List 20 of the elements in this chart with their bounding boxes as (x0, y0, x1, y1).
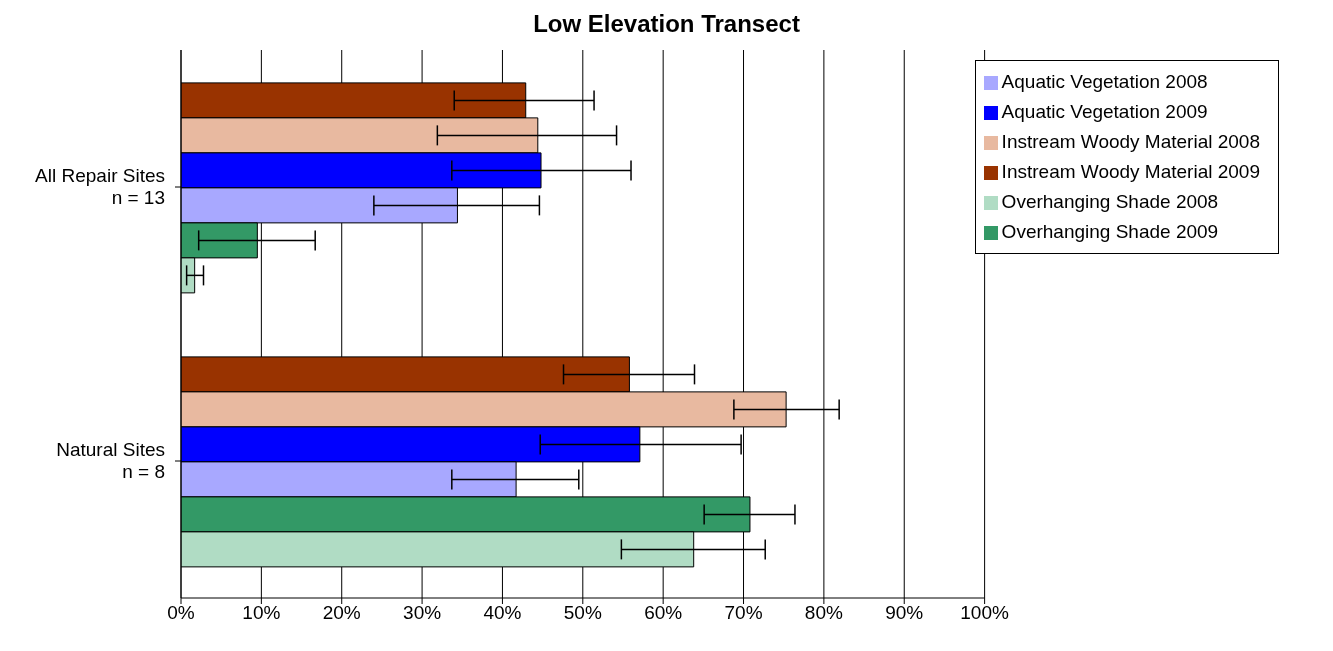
x-tick-label: 40% (483, 602, 522, 624)
x-tick-label: 10% (242, 602, 281, 624)
chart-title: Low Elevation Transect (532, 9, 801, 39)
legend-label: Overhanging Shade 2008 (1001, 191, 1219, 212)
x-tick-label: 20% (322, 602, 361, 624)
x-tick-label: 90% (885, 602, 924, 624)
x-tick-label: 70% (724, 602, 763, 624)
legend-label: Aquatic Vegetation 2008 (1001, 71, 1208, 92)
x-tick-label: 60% (644, 602, 683, 624)
legend-label: Instream Woody Material 2008 (1001, 131, 1260, 152)
x-tick-label: 100% (960, 602, 1010, 624)
y-tick-label: Natural Sites n = 8 (56, 439, 165, 482)
x-tick-label: 0% (167, 602, 195, 624)
x-tick-label: 30% (403, 602, 442, 624)
x-tick-label: 80% (804, 602, 844, 624)
legend-label: Aquatic Vegetation 2009 (1001, 101, 1208, 122)
x-tick-label: 50% (563, 602, 602, 624)
legend-label: Overhanging Shade 2009 (1001, 221, 1219, 242)
legend-label: Instream Woody Material 2009 (1001, 161, 1260, 182)
y-tick-label: All Repair Sites n = 13 (35, 165, 165, 208)
